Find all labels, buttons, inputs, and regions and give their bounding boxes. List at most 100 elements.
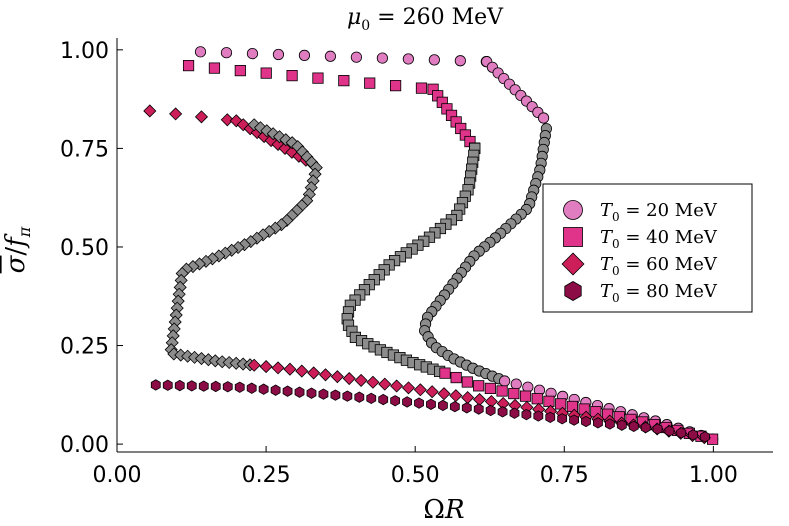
stable-point xyxy=(366,392,377,405)
y-tick-label: 0.00 xyxy=(60,433,109,458)
stable-point xyxy=(545,411,556,424)
stable-point xyxy=(210,380,221,393)
stable-point xyxy=(543,395,555,407)
stable-point xyxy=(688,429,699,441)
unstable-point xyxy=(268,221,282,235)
stable-point xyxy=(258,383,269,395)
stable-point xyxy=(402,396,412,408)
stable-point xyxy=(652,423,663,435)
stable-point xyxy=(295,364,309,378)
stable-point xyxy=(425,385,439,399)
stable-point xyxy=(531,393,543,405)
stable-point xyxy=(485,404,496,417)
stable-point xyxy=(318,368,333,382)
stable-point xyxy=(198,380,209,392)
stable-point xyxy=(499,375,511,387)
stable-point xyxy=(461,391,475,405)
stable-point xyxy=(259,360,273,374)
unstable-point xyxy=(205,252,220,266)
stable-point xyxy=(318,388,329,400)
legend-marker-hexagon xyxy=(564,281,582,301)
unstable-point xyxy=(272,130,287,144)
stable-point xyxy=(378,393,389,406)
legend-label: T0 = 20 MeV xyxy=(600,200,718,224)
stable-point xyxy=(246,382,257,394)
stable-point xyxy=(234,381,245,393)
stable-point xyxy=(169,107,183,121)
stable-point xyxy=(473,380,485,392)
stable-point xyxy=(272,48,285,61)
stable-point xyxy=(208,62,221,74)
stable-point xyxy=(234,65,246,77)
legend-label: T0 = 60 MeV xyxy=(600,254,718,278)
unstable-point xyxy=(250,231,264,245)
stable-point xyxy=(283,362,297,376)
legend: T0 = 20 MeV T0 = 40 MeV T0 = 60 MeV T0 = 80… xyxy=(542,183,753,313)
stable-point xyxy=(390,395,401,407)
stable-point xyxy=(278,141,292,155)
stable-point xyxy=(454,55,466,67)
stable-point xyxy=(236,118,250,132)
unstable-point xyxy=(186,259,200,274)
stable-point xyxy=(428,54,440,66)
stable-point xyxy=(330,370,344,384)
stable-point xyxy=(376,52,388,64)
stable-point xyxy=(519,390,532,402)
stable-point xyxy=(306,387,317,399)
stable-point xyxy=(566,400,578,413)
x-tick-label: 0.50 xyxy=(391,463,440,488)
stable-point xyxy=(182,60,195,72)
stable-point xyxy=(354,373,368,387)
unstable-point xyxy=(199,254,213,268)
stable-point xyxy=(270,384,281,396)
stable-point xyxy=(449,400,460,413)
stable-point xyxy=(439,367,451,379)
stable-point xyxy=(330,389,341,401)
axes: 0.00 0.25 0.50 0.75 1.00 0.00 0.25 0.50 0.75 1.00 xyxy=(60,38,773,488)
stable-point xyxy=(415,82,428,94)
stable-point xyxy=(286,70,298,82)
stable-point xyxy=(496,385,508,397)
stable-point xyxy=(402,53,414,65)
unstable-point xyxy=(285,136,299,150)
stable-point xyxy=(593,417,603,429)
unstable-point xyxy=(266,127,280,141)
stable-point xyxy=(324,50,337,62)
stable-point xyxy=(162,379,173,391)
stable-point xyxy=(461,402,472,414)
stable-point xyxy=(342,371,356,386)
series-hexagon xyxy=(150,379,710,443)
unstable-point xyxy=(280,213,294,227)
stable-point xyxy=(508,387,520,400)
stable-point xyxy=(640,421,651,434)
stable-point xyxy=(401,381,416,395)
stable-point xyxy=(194,46,207,58)
legend-marker-square xyxy=(563,227,583,247)
stable-point xyxy=(700,431,710,443)
stable-point xyxy=(497,406,508,418)
unstable-point xyxy=(260,124,274,138)
stable-point xyxy=(260,67,272,79)
stable-point xyxy=(307,366,321,380)
stable-point xyxy=(450,371,462,384)
stable-point xyxy=(271,361,285,375)
stable-point xyxy=(194,110,209,124)
legend-marker-diamond xyxy=(561,252,585,276)
stable-point xyxy=(390,379,404,393)
legend-label: T0 = 40 MeV xyxy=(600,227,718,251)
stable-point xyxy=(174,379,185,392)
stable-point xyxy=(484,382,496,394)
x-tick-label: 1.00 xyxy=(689,463,738,488)
unstable-point xyxy=(247,118,261,132)
stable-point xyxy=(437,387,451,401)
stable-point xyxy=(628,420,639,433)
stable-point xyxy=(473,403,484,415)
stable-point xyxy=(569,414,579,426)
legend-label: T0 = 80 MeV xyxy=(600,281,718,305)
stable-point xyxy=(246,47,259,60)
stable-point xyxy=(186,380,197,392)
stable-point xyxy=(222,381,233,393)
stable-point xyxy=(271,137,285,152)
stable-point xyxy=(557,413,568,425)
